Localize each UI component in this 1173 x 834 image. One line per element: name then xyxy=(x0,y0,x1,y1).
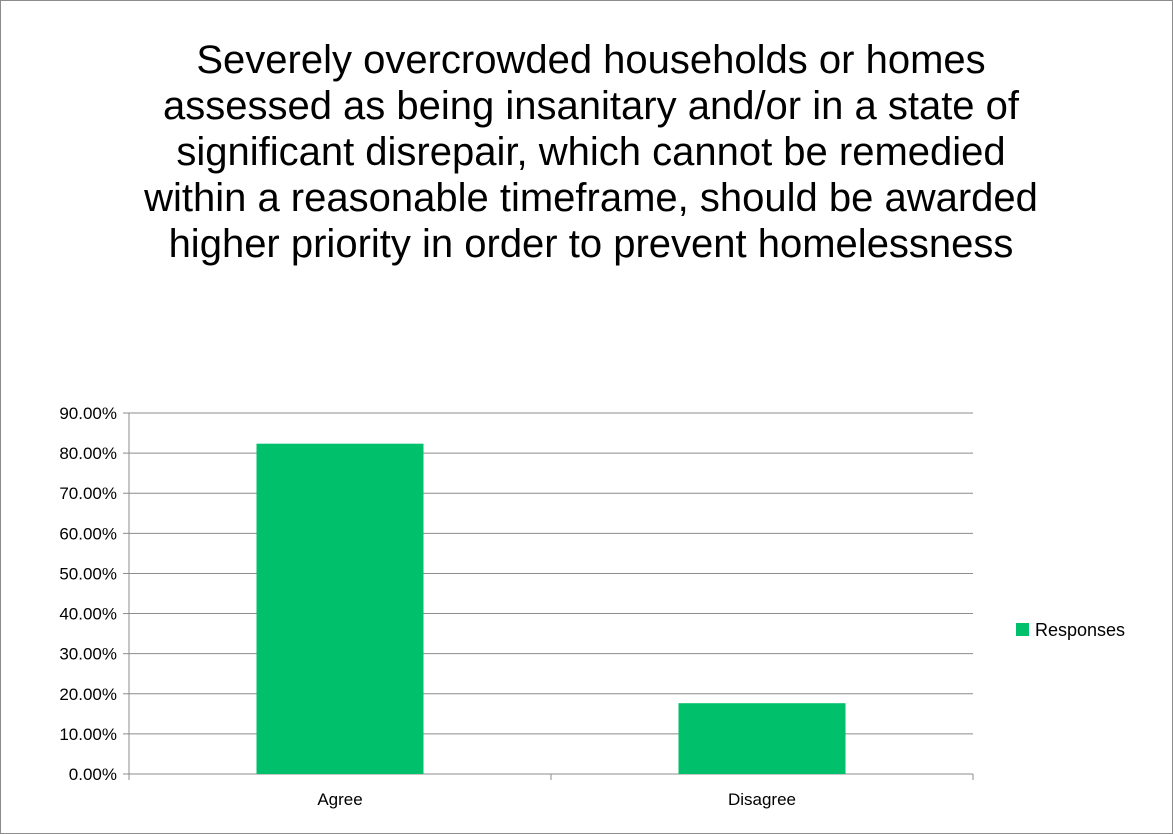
y-tick-label: 0.00% xyxy=(69,765,117,784)
y-tick-label: 60.00% xyxy=(59,524,117,543)
y-tick-label: 80.00% xyxy=(59,444,117,463)
bar-agree xyxy=(256,443,424,774)
x-tick-label: Disagree xyxy=(728,790,796,809)
legend-label: Responses xyxy=(1035,620,1125,640)
y-tick-label: 50.00% xyxy=(59,564,117,583)
legend-swatch xyxy=(1016,623,1029,636)
y-tick-label: 70.00% xyxy=(59,484,117,503)
y-tick-label: 10.00% xyxy=(59,725,117,744)
bar-disagree xyxy=(678,703,846,774)
x-tick-label: Agree xyxy=(317,790,362,809)
y-tick-label: 40.00% xyxy=(59,605,117,624)
y-tick-label: 20.00% xyxy=(59,685,117,704)
y-tick-label: 30.00% xyxy=(59,645,117,664)
y-tick-label: 90.00% xyxy=(59,404,117,423)
chart-title: Severely overcrowded households or homes… xyxy=(144,38,1038,266)
